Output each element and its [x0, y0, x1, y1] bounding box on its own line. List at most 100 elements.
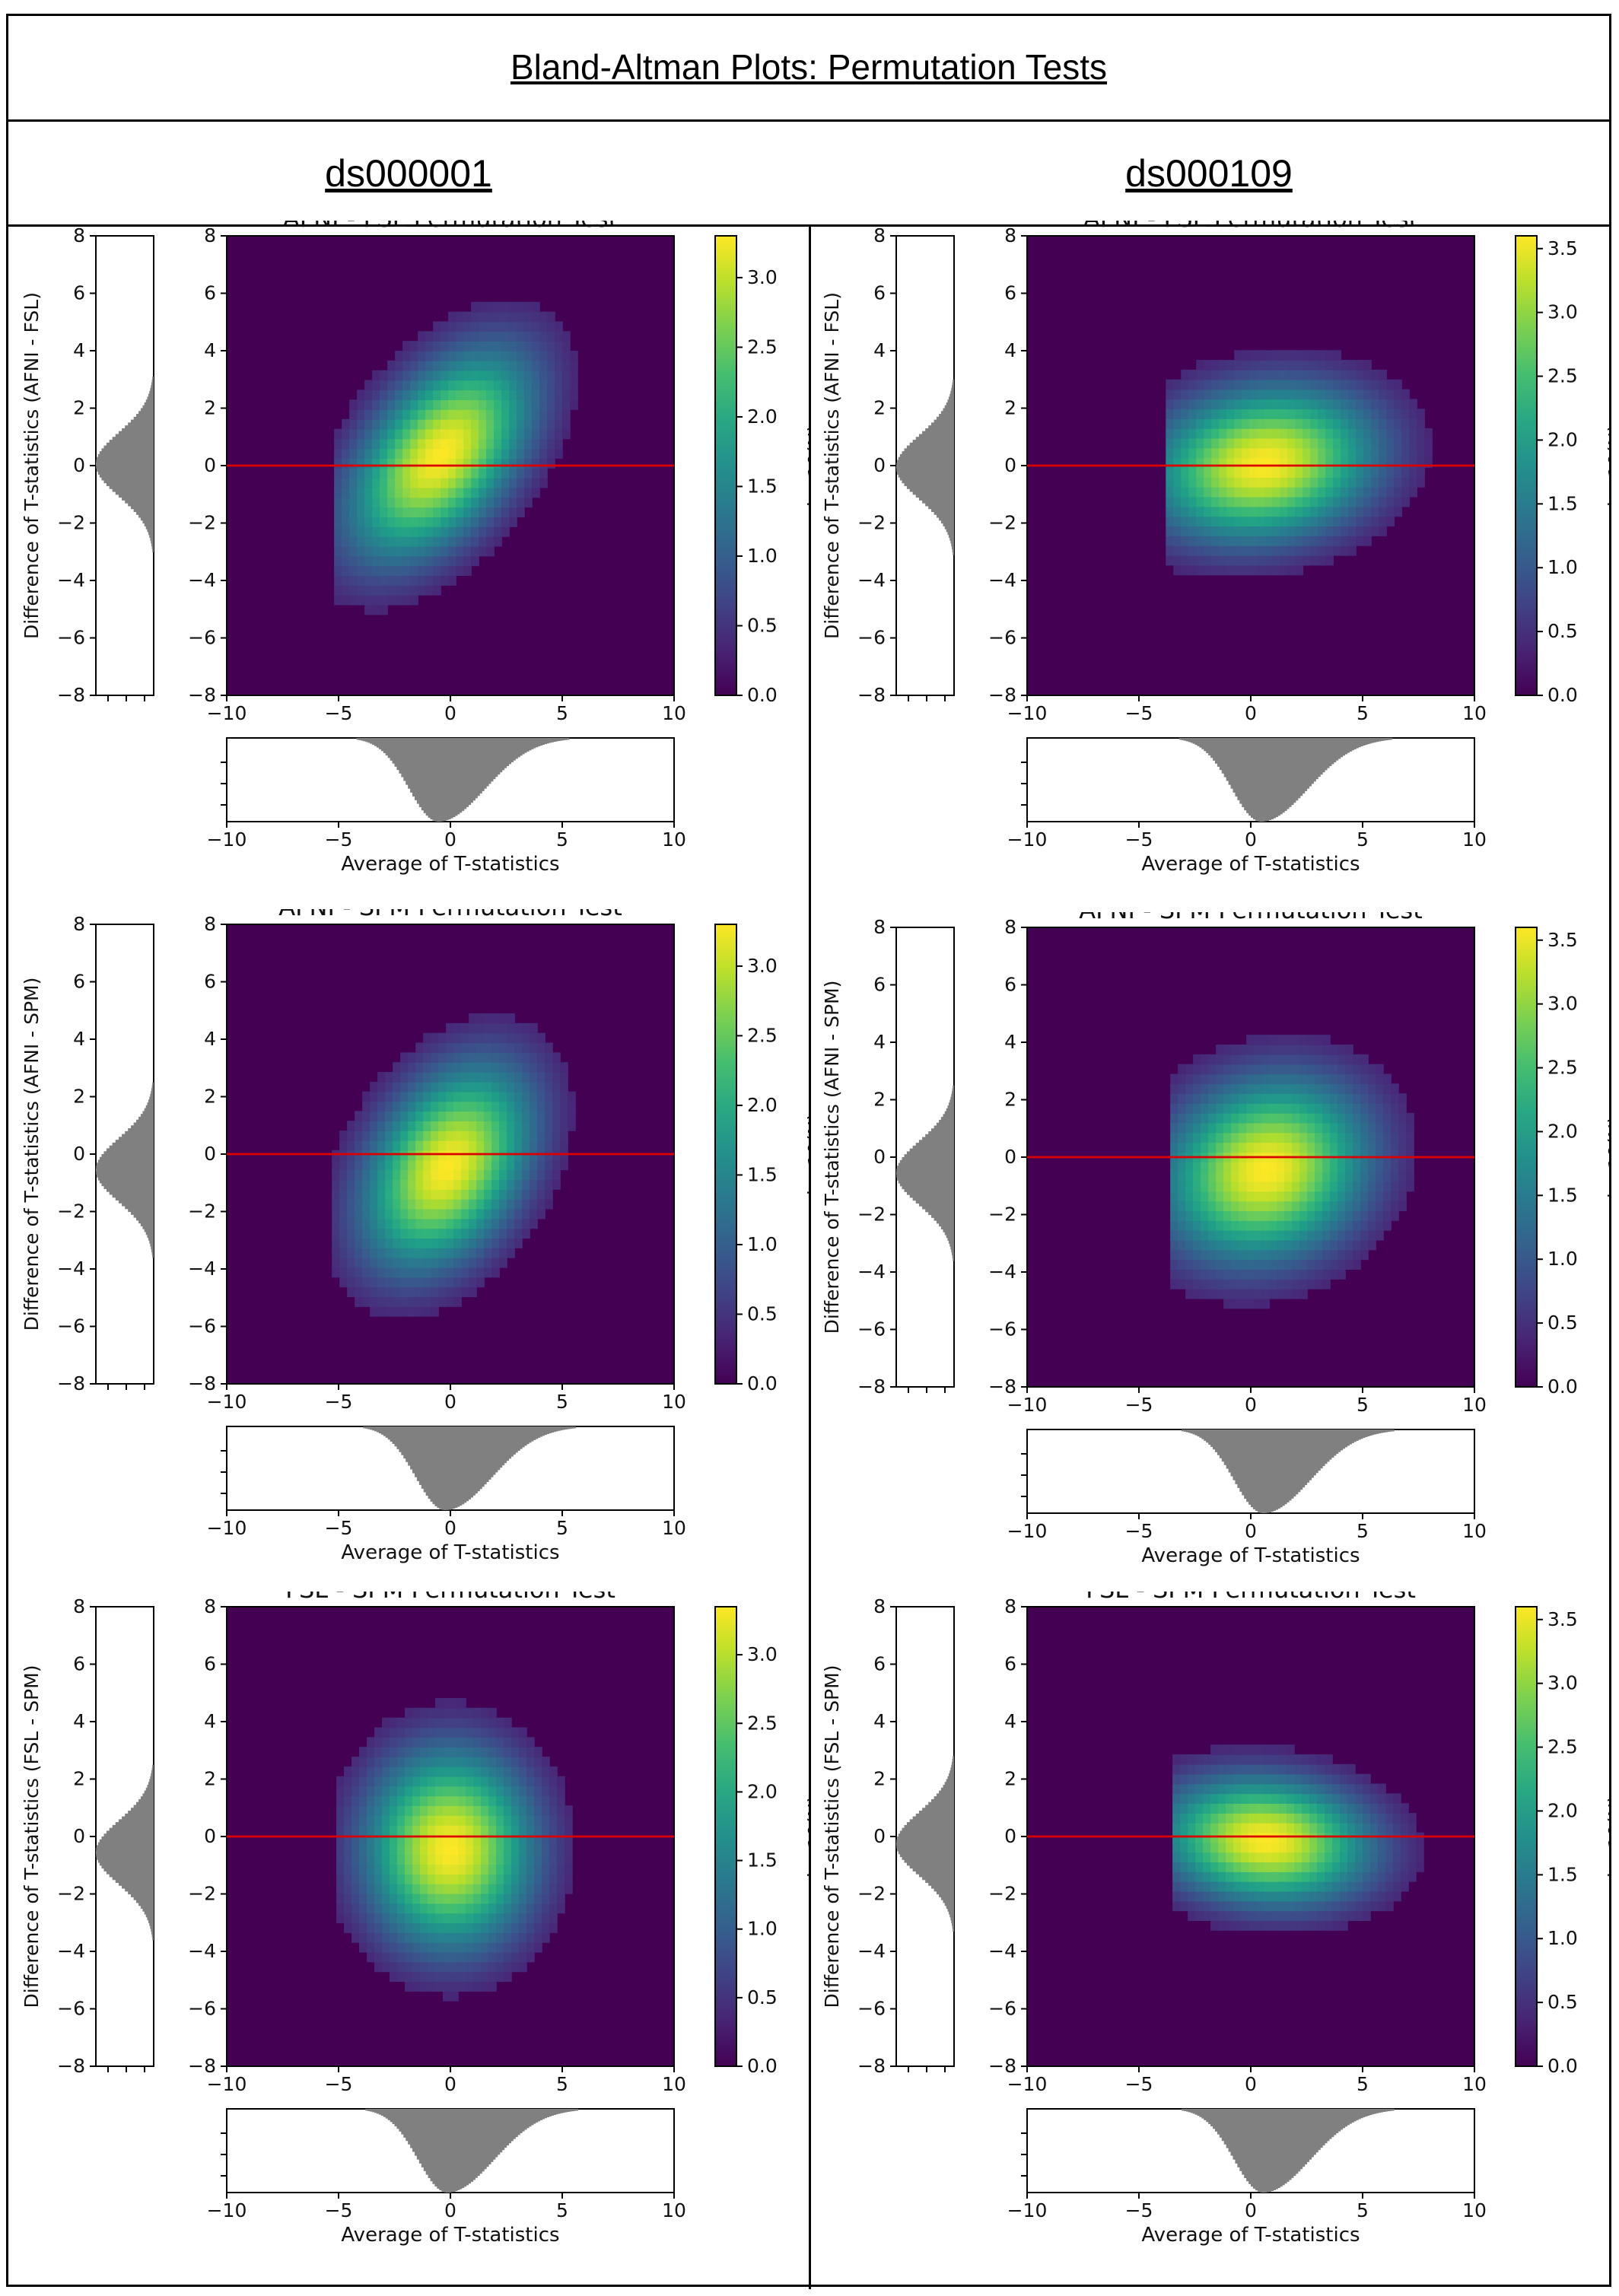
heatmap-cell [395, 380, 403, 391]
heatmap-cell [1277, 1122, 1285, 1134]
heatmap-cell [382, 1932, 390, 1943]
heatmap-cell [453, 1248, 462, 1258]
heatmap-cell [549, 1913, 558, 1924]
heatmap-cell [446, 1072, 454, 1083]
heatmap-cell [1269, 1064, 1277, 1075]
y-histogram-bar [118, 1819, 154, 1823]
heatmap-cell [491, 1013, 500, 1024]
heatmap-cell [1277, 1279, 1285, 1290]
heatmap-cell [1219, 526, 1228, 536]
heatmap-cell [503, 1941, 512, 1953]
heatmap-cell [380, 517, 388, 527]
heatmap-cell [1272, 447, 1281, 459]
heatmap-cell [400, 1091, 409, 1102]
heatmap-cell [374, 1844, 383, 1856]
heatmap-cell [518, 1776, 527, 1787]
heatmap-cell [532, 487, 540, 498]
x-histogram-bar [416, 1426, 420, 1481]
heatmap-cell [1386, 486, 1395, 498]
x-histogram-bar [522, 738, 525, 755]
heatmap-cell [390, 1874, 398, 1884]
heatmap-cell [1170, 1259, 1178, 1270]
heatmap-cell [393, 1248, 401, 1258]
heatmap-cell [1257, 428, 1266, 439]
heatmap-cell [1322, 1220, 1331, 1231]
heatmap-cell [511, 1913, 520, 1924]
heatmap-cell [339, 1179, 348, 1190]
heatmap-cell [377, 1159, 386, 1171]
heatmap-cell [486, 341, 495, 351]
heatmap-cell [1383, 1083, 1392, 1094]
heatmap-cell [1292, 1162, 1300, 1172]
heatmap-cell [1170, 1112, 1178, 1124]
heatmap-cell [539, 409, 548, 420]
y-tick-label: −6 [188, 1998, 216, 2020]
y-histogram-bar [142, 1793, 154, 1797]
heatmap-cell [1185, 1210, 1194, 1221]
heatmap-cell [471, 507, 479, 517]
heatmap-cell [1299, 1200, 1308, 1212]
heatmap-cell [1330, 1162, 1338, 1172]
chart-title: FSL - SPM Permutation Test [285, 1592, 615, 1604]
heatmap-cell [1315, 1269, 1323, 1280]
heatmap-cell [491, 1238, 500, 1248]
y-hist-tick-label: −4 [57, 1258, 85, 1280]
heatmap-cell [1376, 1200, 1384, 1212]
heatmap-cell [1398, 1142, 1407, 1153]
heatmap-cell [1295, 545, 1304, 556]
heatmap-cell [503, 1776, 512, 1787]
heatmap-cell [484, 1218, 492, 1229]
heatmap-cell [443, 1834, 451, 1846]
heatmap-cell [1231, 1191, 1239, 1202]
heatmap-cell [1417, 467, 1425, 478]
x-histogram-bar [542, 1426, 545, 1436]
x-histogram-bar [1387, 738, 1390, 740]
y-tick-label: −8 [188, 684, 216, 706]
heatmap-cell [1325, 409, 1334, 419]
heatmap-cell [1348, 418, 1357, 429]
heatmap-cell [395, 399, 403, 410]
x-histogram-bar [495, 738, 498, 778]
heatmap-cell [342, 517, 350, 527]
y-histogram-bar [145, 1787, 154, 1792]
heatmap-cell [336, 1893, 345, 1904]
heatmap-cell [395, 536, 403, 547]
heatmap-cell [501, 390, 510, 400]
heatmap-cell [1239, 1181, 1247, 1192]
heatmap-cell [533, 1834, 542, 1846]
y-histogram-bar [936, 416, 954, 421]
heatmap-cell [1398, 1181, 1407, 1192]
heatmap-cell [380, 458, 388, 469]
heatmap-cell [456, 497, 464, 508]
heatmap-cell [367, 1776, 375, 1787]
y-histogram-bar [147, 529, 154, 533]
heatmap-cell [412, 1913, 421, 1924]
y-histogram-bar [946, 402, 954, 406]
heatmap-cell [560, 1091, 568, 1102]
heatmap-cell [1360, 1181, 1369, 1192]
heatmap-cell [488, 1961, 497, 1973]
x-histogram-bar [1223, 738, 1227, 778]
heatmap-cell [1325, 516, 1334, 527]
x-histogram-bar [399, 1426, 402, 1452]
heatmap-cell [1398, 1171, 1407, 1182]
y-histogram-bar [118, 1137, 154, 1140]
heatmap-cell [541, 1903, 550, 1914]
heatmap-cell [522, 1072, 530, 1083]
x-histogram-bar [1335, 738, 1339, 761]
heatmap-cell [405, 1815, 413, 1826]
heatmap-cell [438, 1179, 447, 1190]
heatmap-cell [486, 360, 495, 371]
heatmap-cell [344, 1913, 352, 1924]
heatmap-cell [374, 1883, 383, 1894]
heatmap-cell [393, 1198, 401, 1210]
x-histogram-bar [513, 738, 516, 761]
heatmap-cell [524, 399, 533, 410]
x-histogram-bar [1248, 1429, 1252, 1505]
heatmap-cell [1188, 526, 1198, 536]
heatmap-cell [405, 1854, 413, 1865]
x-histogram-bar [497, 2109, 501, 2155]
heatmap-cell [501, 468, 510, 479]
heatmap-cell [524, 458, 533, 469]
x-histogram-bar [1360, 738, 1363, 747]
